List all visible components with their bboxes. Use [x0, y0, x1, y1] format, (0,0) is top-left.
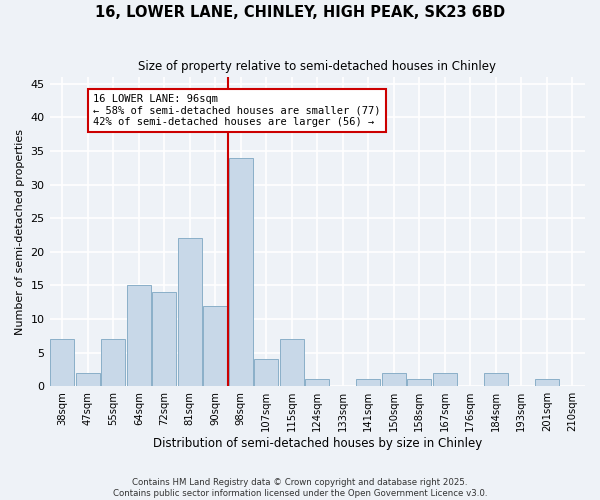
- Bar: [127, 286, 151, 386]
- Bar: [280, 339, 304, 386]
- Bar: [305, 380, 329, 386]
- Bar: [484, 373, 508, 386]
- Bar: [254, 360, 278, 386]
- Bar: [178, 238, 202, 386]
- Bar: [535, 380, 559, 386]
- Bar: [433, 373, 457, 386]
- Bar: [50, 339, 74, 386]
- Bar: [101, 339, 125, 386]
- Bar: [229, 158, 253, 386]
- Bar: [382, 373, 406, 386]
- Text: 16, LOWER LANE, CHINLEY, HIGH PEAK, SK23 6BD: 16, LOWER LANE, CHINLEY, HIGH PEAK, SK23…: [95, 5, 505, 20]
- Bar: [203, 306, 227, 386]
- Title: Size of property relative to semi-detached houses in Chinley: Size of property relative to semi-detach…: [138, 60, 496, 73]
- Text: 16 LOWER LANE: 96sqm
← 58% of semi-detached houses are smaller (77)
42% of semi-: 16 LOWER LANE: 96sqm ← 58% of semi-detac…: [93, 94, 380, 127]
- Text: Contains HM Land Registry data © Crown copyright and database right 2025.
Contai: Contains HM Land Registry data © Crown c…: [113, 478, 487, 498]
- Y-axis label: Number of semi-detached properties: Number of semi-detached properties: [15, 128, 25, 334]
- Bar: [356, 380, 380, 386]
- Bar: [407, 380, 431, 386]
- X-axis label: Distribution of semi-detached houses by size in Chinley: Distribution of semi-detached houses by …: [152, 437, 482, 450]
- Bar: [76, 373, 100, 386]
- Bar: [152, 292, 176, 386]
